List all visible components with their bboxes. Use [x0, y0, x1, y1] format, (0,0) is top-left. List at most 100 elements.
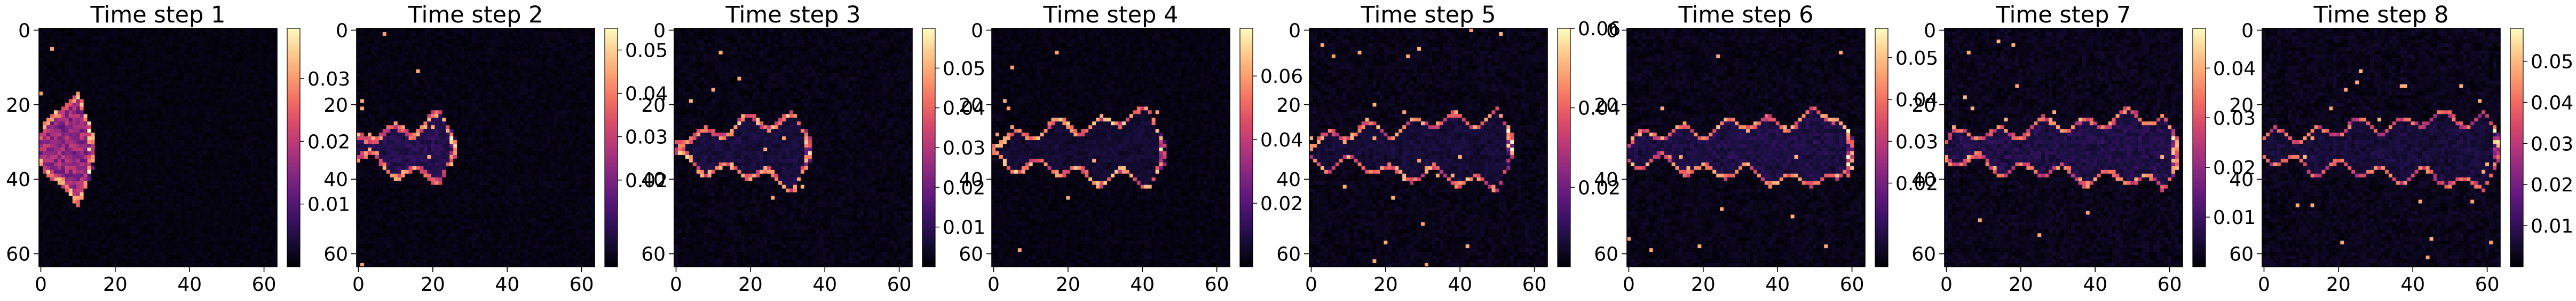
heatmap-cell [91, 91, 95, 95]
heatmap-cell [258, 114, 262, 118]
heatmap-cell [225, 110, 228, 114]
heatmap-cell [76, 148, 80, 151]
heatmap-cell [91, 51, 95, 55]
heatmap-cell [236, 84, 240, 88]
heatmap-cell [218, 103, 222, 106]
heatmap-cell [58, 103, 61, 106]
heatmap-cell [132, 133, 136, 136]
heatmap-cell [192, 118, 195, 121]
heatmap-cell [207, 118, 210, 121]
heatmap-cell [214, 163, 218, 166]
heatmap-cell [76, 207, 80, 211]
heatmap-cell [80, 185, 84, 189]
heatmap-cell [109, 129, 113, 133]
heatmap-cell [195, 155, 199, 159]
heatmap-cell [165, 81, 169, 84]
heatmap-cell [106, 159, 109, 163]
heatmap-cell [88, 70, 91, 73]
heatmap-cell [143, 36, 147, 40]
heatmap-cell [247, 88, 251, 92]
heatmap-cell [169, 174, 173, 177]
heatmap-cell [188, 155, 192, 159]
heatmap-cell [251, 84, 255, 88]
heatmap-cell [184, 66, 188, 70]
heatmap-cell [218, 163, 222, 166]
heatmap-cell [218, 43, 222, 47]
heatmap-cell [151, 189, 154, 192]
heatmap-cell [180, 192, 184, 196]
heatmap-cell [121, 81, 124, 84]
heatmap-cell [177, 218, 180, 222]
heatmap-cell [132, 81, 136, 84]
heatmap-cell [207, 207, 210, 211]
heatmap-cell [124, 192, 128, 196]
heatmap-cell [255, 73, 258, 77]
heatmap-cell [43, 211, 46, 214]
heatmap-cell [58, 58, 61, 62]
heatmap-cell [232, 58, 236, 62]
heatmap-cell [195, 196, 199, 200]
heatmap-cell [39, 88, 43, 92]
heatmap-cell [69, 144, 73, 148]
heatmap-cell [54, 192, 58, 196]
heatmap-cell [177, 170, 180, 174]
heatmap-cell [243, 170, 247, 174]
heatmap-cell [136, 95, 139, 99]
heatmap-cell [91, 28, 95, 32]
heatmap-cell [228, 51, 232, 55]
heatmap-cell [99, 36, 102, 40]
heatmap-cell [247, 125, 251, 129]
heatmap-cell [240, 95, 243, 99]
heatmap-cell [266, 99, 270, 103]
heatmap-cell [54, 32, 58, 36]
heatmap-cell [65, 174, 69, 177]
heatmap-cell [61, 99, 65, 103]
heatmap-cell [236, 207, 240, 211]
heatmap-cell [203, 214, 207, 218]
heatmap-cell [188, 77, 192, 81]
heatmap-cell [80, 148, 84, 151]
heatmap-cell [80, 36, 84, 40]
heatmap-cell [228, 55, 232, 58]
heatmap-cell [266, 103, 270, 106]
heatmap-cell [225, 77, 228, 81]
heatmap-cell [54, 77, 58, 81]
heatmap-cell [243, 28, 247, 32]
heatmap-cell [184, 81, 188, 84]
heatmap-cell [203, 192, 207, 196]
heatmap-cell [154, 88, 158, 92]
heatmap-cell [76, 103, 80, 106]
heatmap-cell [50, 185, 54, 189]
heatmap-cell [58, 106, 61, 110]
heatmap-cell [76, 133, 80, 136]
heatmap-cell [180, 51, 184, 55]
heatmap-cell [73, 159, 76, 163]
heatmap-cell [143, 66, 147, 70]
heatmap-cell [228, 189, 232, 192]
heatmap-cell [203, 28, 207, 32]
heatmap-cell [225, 174, 228, 177]
heatmap-cell [99, 58, 102, 62]
heatmap-cell [136, 151, 139, 155]
heatmap-cell [240, 159, 243, 163]
heatmap-cell [147, 185, 151, 189]
heatmap-cell [46, 181, 50, 185]
heatmap-cell [251, 166, 255, 170]
heatmap-cell [61, 204, 65, 207]
heatmap-cell [154, 204, 158, 207]
heatmap-cell [121, 177, 124, 181]
heatmap-cell [184, 125, 188, 129]
heatmap-cell [73, 95, 76, 99]
heatmap-cell [270, 84, 273, 88]
heatmap-cell [158, 136, 162, 140]
heatmap-cell [207, 99, 210, 103]
heatmap-cell [95, 43, 99, 47]
heatmap-cell [247, 32, 251, 36]
heatmap-cell [88, 170, 91, 174]
heatmap-cell [266, 125, 270, 129]
heatmap-cell [58, 99, 61, 103]
heatmap-cell [180, 70, 184, 73]
heatmap-cell [147, 181, 151, 185]
heatmap-cell [95, 58, 99, 62]
heatmap-cell [247, 58, 251, 62]
